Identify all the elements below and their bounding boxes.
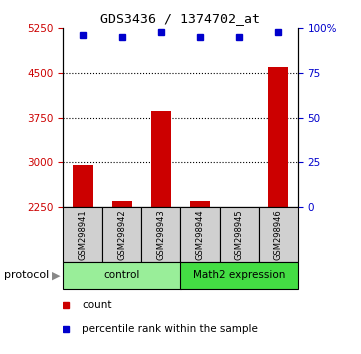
Text: GSM298946: GSM298946: [274, 209, 283, 260]
Bar: [190, 200, 210, 207]
Text: GSM298944: GSM298944: [196, 209, 205, 260]
Bar: [142, 207, 180, 262]
Text: GSM298942: GSM298942: [117, 209, 126, 260]
Bar: [112, 200, 132, 207]
Bar: [180, 207, 219, 262]
Text: ▶: ▶: [52, 270, 60, 280]
Text: count: count: [82, 300, 112, 310]
Bar: [63, 262, 180, 289]
Text: GSM298943: GSM298943: [156, 209, 165, 260]
Text: GSM298945: GSM298945: [235, 209, 244, 260]
Bar: [259, 207, 298, 262]
Bar: [151, 110, 171, 207]
Bar: [63, 207, 102, 262]
Text: percentile rank within the sample: percentile rank within the sample: [82, 324, 258, 333]
Bar: [102, 207, 142, 262]
Bar: [219, 207, 259, 262]
Bar: [73, 165, 92, 207]
Text: protocol: protocol: [4, 270, 49, 280]
Text: control: control: [104, 270, 140, 280]
Text: GDS3436 / 1374702_at: GDS3436 / 1374702_at: [100, 12, 261, 25]
Bar: [269, 67, 288, 207]
Bar: [229, 207, 249, 208]
Text: GSM298941: GSM298941: [78, 209, 87, 260]
Bar: [180, 262, 298, 289]
Text: Math2 expression: Math2 expression: [193, 270, 285, 280]
